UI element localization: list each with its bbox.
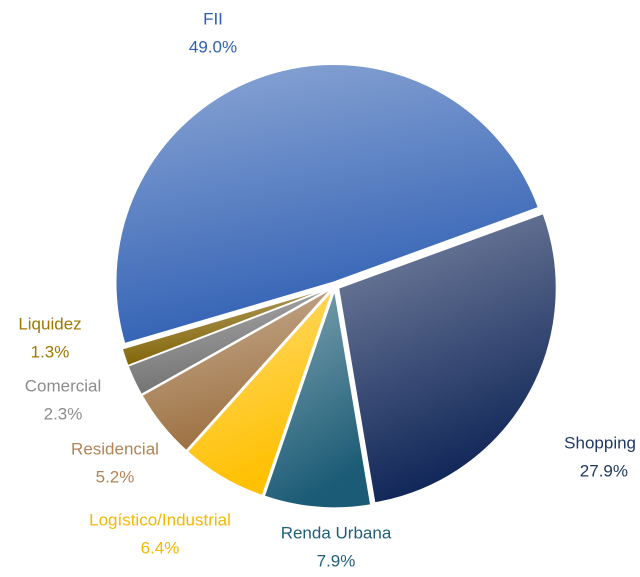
slice-label: FII [203,9,223,28]
slice-label: Comercial [25,376,102,395]
pie-slice [140,287,333,452]
slice-value-label: 6.4% [141,538,180,557]
pie-slice [263,289,372,509]
slice-value-label: 2.3% [44,404,83,423]
pie-slice [337,212,558,504]
slice-value-label: 1.3% [31,342,70,361]
slice-label: Residencial [71,439,159,458]
slice-value-label: 5.2% [96,467,135,486]
slice-label: Renda Urbana [281,523,392,542]
pie-slice [115,63,540,345]
slice-value-label: 7.9% [317,551,356,570]
slice-label: Liquidez [18,314,81,333]
slice-label: Logístico/Industrial [89,510,231,529]
slice-value-label: 49.0% [189,37,237,56]
slice-label: Shopping [564,433,636,452]
slice-value-label: 27.9% [580,461,628,480]
pie-slice [186,288,334,497]
pie-slice [121,286,332,367]
